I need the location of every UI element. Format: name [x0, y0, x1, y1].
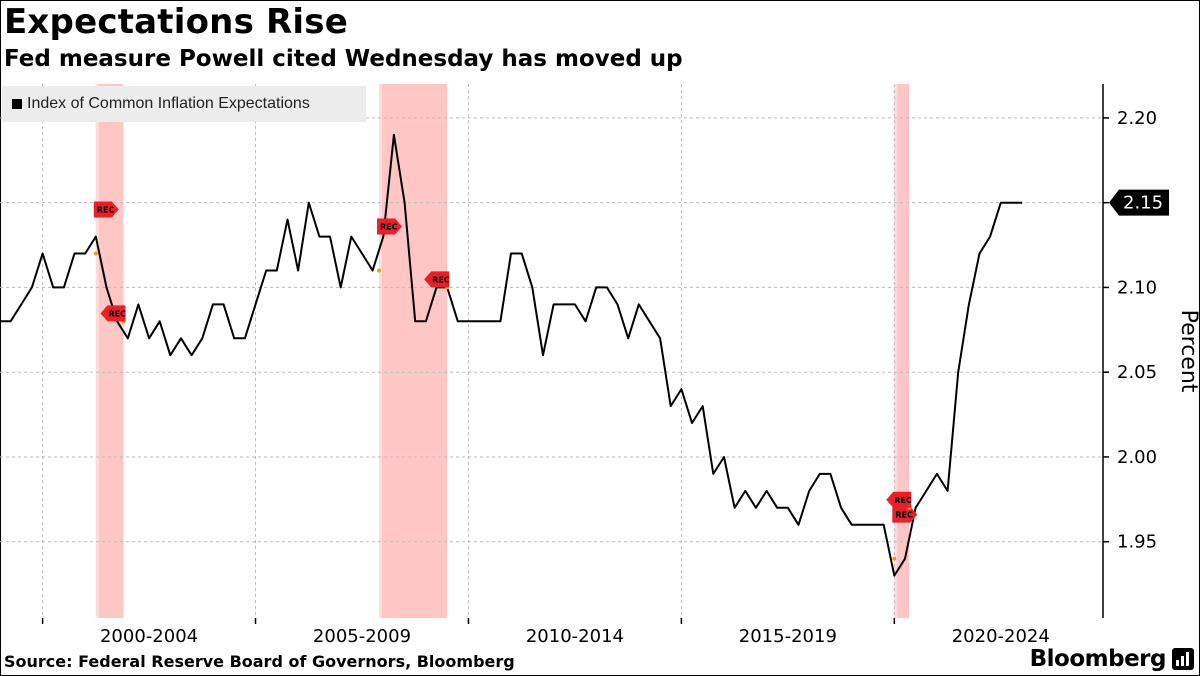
recession-band-0: [95, 84, 124, 618]
y-tick-label: 2.10: [1117, 277, 1157, 298]
recession-band-2: [894, 84, 910, 618]
bloomberg-terminal-icon: [1172, 648, 1194, 670]
rec-marker-dot-0: [93, 251, 98, 256]
x-tick-label: 2015-2019: [739, 626, 837, 647]
recession-band-1: [379, 84, 448, 618]
x-tick-label: 2010-2014: [526, 626, 624, 647]
rec-marker-label: REC: [380, 222, 398, 231]
rec-marker-label: REC: [109, 309, 127, 318]
rec-marker-label: REC: [895, 511, 913, 520]
legend-label: Index of Common Inflation Expectations: [27, 95, 310, 112]
rec-marker-3: [424, 271, 450, 288]
recession-band-edge-0: [95, 84, 99, 618]
x-tick-label: 2000-2004: [100, 626, 198, 647]
rec-marker-0: [93, 201, 119, 218]
series-line-inflation-expectations: [0, 133, 1023, 577]
rec-marker-5: [886, 491, 912, 508]
rec-marker-label: REC: [432, 275, 450, 284]
chart-legend: Index of Common Inflation Expectations: [2, 86, 366, 122]
rec-marker-dot-2: [377, 268, 382, 273]
rec-marker-label: REC: [97, 206, 115, 215]
y-tick-label: 1.95: [1117, 532, 1157, 553]
y-tick-label: 2.05: [1117, 362, 1157, 383]
x-tick-label: 2005-2009: [313, 626, 411, 647]
source-note: Source: Federal Reserve Board of Governo…: [4, 652, 515, 671]
y-tick-label: 2.20: [1117, 108, 1157, 129]
rec-marker-dot-4: [892, 556, 897, 561]
last-value-label: 2.15: [1123, 193, 1163, 214]
last-value-tag: [1109, 189, 1169, 216]
rec-marker-label: REC: [894, 496, 912, 505]
recession-band-edge-2: [894, 84, 898, 618]
legend-swatch: [12, 99, 22, 109]
y-axis-label: Percent: [1176, 310, 1200, 393]
chart-title: Expectations Rise: [4, 2, 348, 42]
rec-marker-4: [892, 506, 918, 523]
chart-subtitle: Fed measure Powell cited Wednesday has m…: [4, 46, 683, 72]
recession-band-edge-1: [379, 84, 383, 618]
brand-logo: Bloomberg: [1029, 646, 1167, 672]
rec-marker-1: [100, 305, 126, 322]
x-tick-label: 2020-2024: [952, 626, 1050, 647]
y-tick-label: 2.00: [1117, 447, 1157, 468]
rec-marker-2: [377, 218, 403, 235]
